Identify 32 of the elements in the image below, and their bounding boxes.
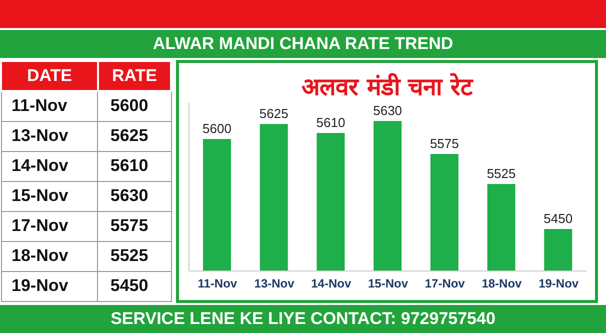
x-tick-label: 14-Nov — [311, 276, 352, 291]
data-label: 5630 — [98, 181, 171, 211]
category-label: 15-Nov — [1, 181, 98, 211]
category-label: 13-Nov — [1, 121, 98, 151]
text: RATE — [98, 61, 171, 91]
data-label: 5450 — [544, 211, 573, 226]
data-label: 5625 — [259, 106, 288, 121]
text: DATE — [1, 61, 98, 91]
text: SERVICE LENE KE LIYE CONTACT: 9729757540 — [0, 305, 606, 333]
x-tick-label: 13-Nov — [254, 276, 295, 291]
data-label: 5575 — [98, 211, 171, 241]
chart-title: ALWAR MANDI CHANA RATE TREND — [0, 30, 606, 58]
x-tick-label: 17-Nov — [424, 276, 466, 291]
data-label: 5450 — [98, 271, 171, 301]
data-label: 5600 — [98, 91, 171, 121]
data-label: 5575 — [430, 136, 459, 151]
data-label: 5610 — [316, 115, 346, 130]
x-tick-label: 18-Nov — [482, 276, 522, 291]
category-label: 11-Nov — [1, 91, 98, 121]
category-label: 18-Nov — [1, 241, 98, 271]
category-label: 17-Nov — [1, 211, 98, 241]
data-label: 5525 — [486, 166, 516, 181]
x-tick-label: 19-Nov — [538, 276, 579, 291]
chart-subtitle: अलवर मंडी चना रेट — [300, 72, 474, 102]
data-label: 5600 — [202, 121, 232, 136]
data-label: 5625 — [98, 121, 171, 151]
x-tick-label: 15-Nov — [368, 276, 408, 291]
x-tick-label: 11-Nov — [198, 276, 238, 291]
data-label: 5525 — [98, 241, 171, 271]
category-label: 14-Nov — [1, 151, 98, 181]
data-label: 5610 — [98, 151, 171, 181]
data-label: 5630 — [373, 103, 402, 118]
